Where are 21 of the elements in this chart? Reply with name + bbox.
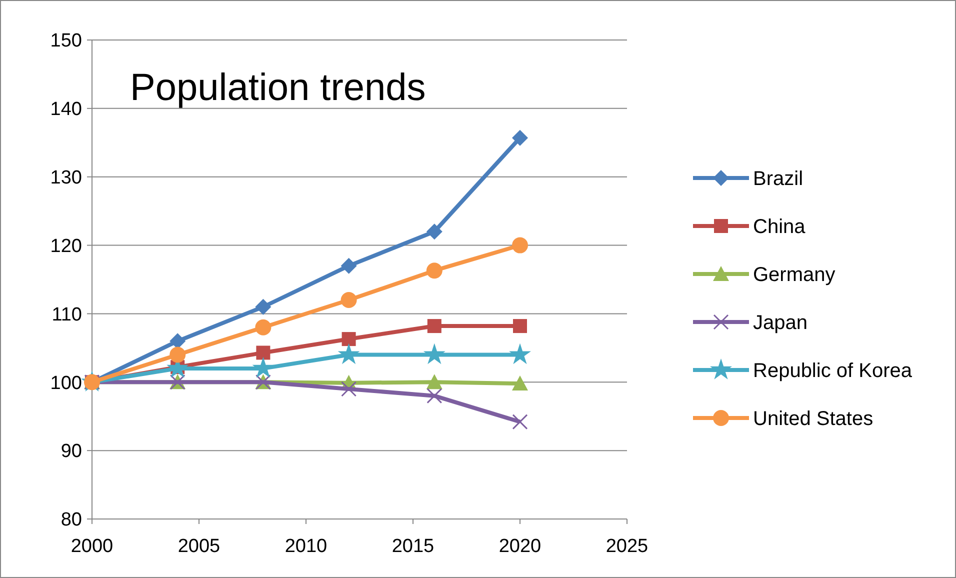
legend-label: Republic of Korea [753,360,913,382]
x-tick-label: 2015 [392,536,434,557]
x-tick-label: 2000 [70,536,114,557]
y-tick-label: 100 [50,372,82,394]
x-tick-label: 2010 [284,536,328,557]
x-tick-label: 2025 [606,536,648,557]
x-tick-label: 2005 [178,536,220,557]
y-tick-label: 120 [50,236,82,257]
y-tick-label: 110 [52,304,82,326]
x-tick-label: 2020 [498,536,542,557]
legend-label: United States [753,408,874,430]
y-tick-label: 80 [60,510,82,531]
legend-label: Brazil [753,168,804,190]
y-tick-label: 140 [50,99,82,120]
legend-label: Germany [753,264,836,286]
y-tick-label: 130 [50,168,82,189]
legend-label: China [753,216,806,238]
text: Population trends [130,67,426,109]
legend-label: Japan [753,312,808,334]
y-tick-label: 150 [50,30,82,52]
y-tick-label: 90 [60,441,82,462]
